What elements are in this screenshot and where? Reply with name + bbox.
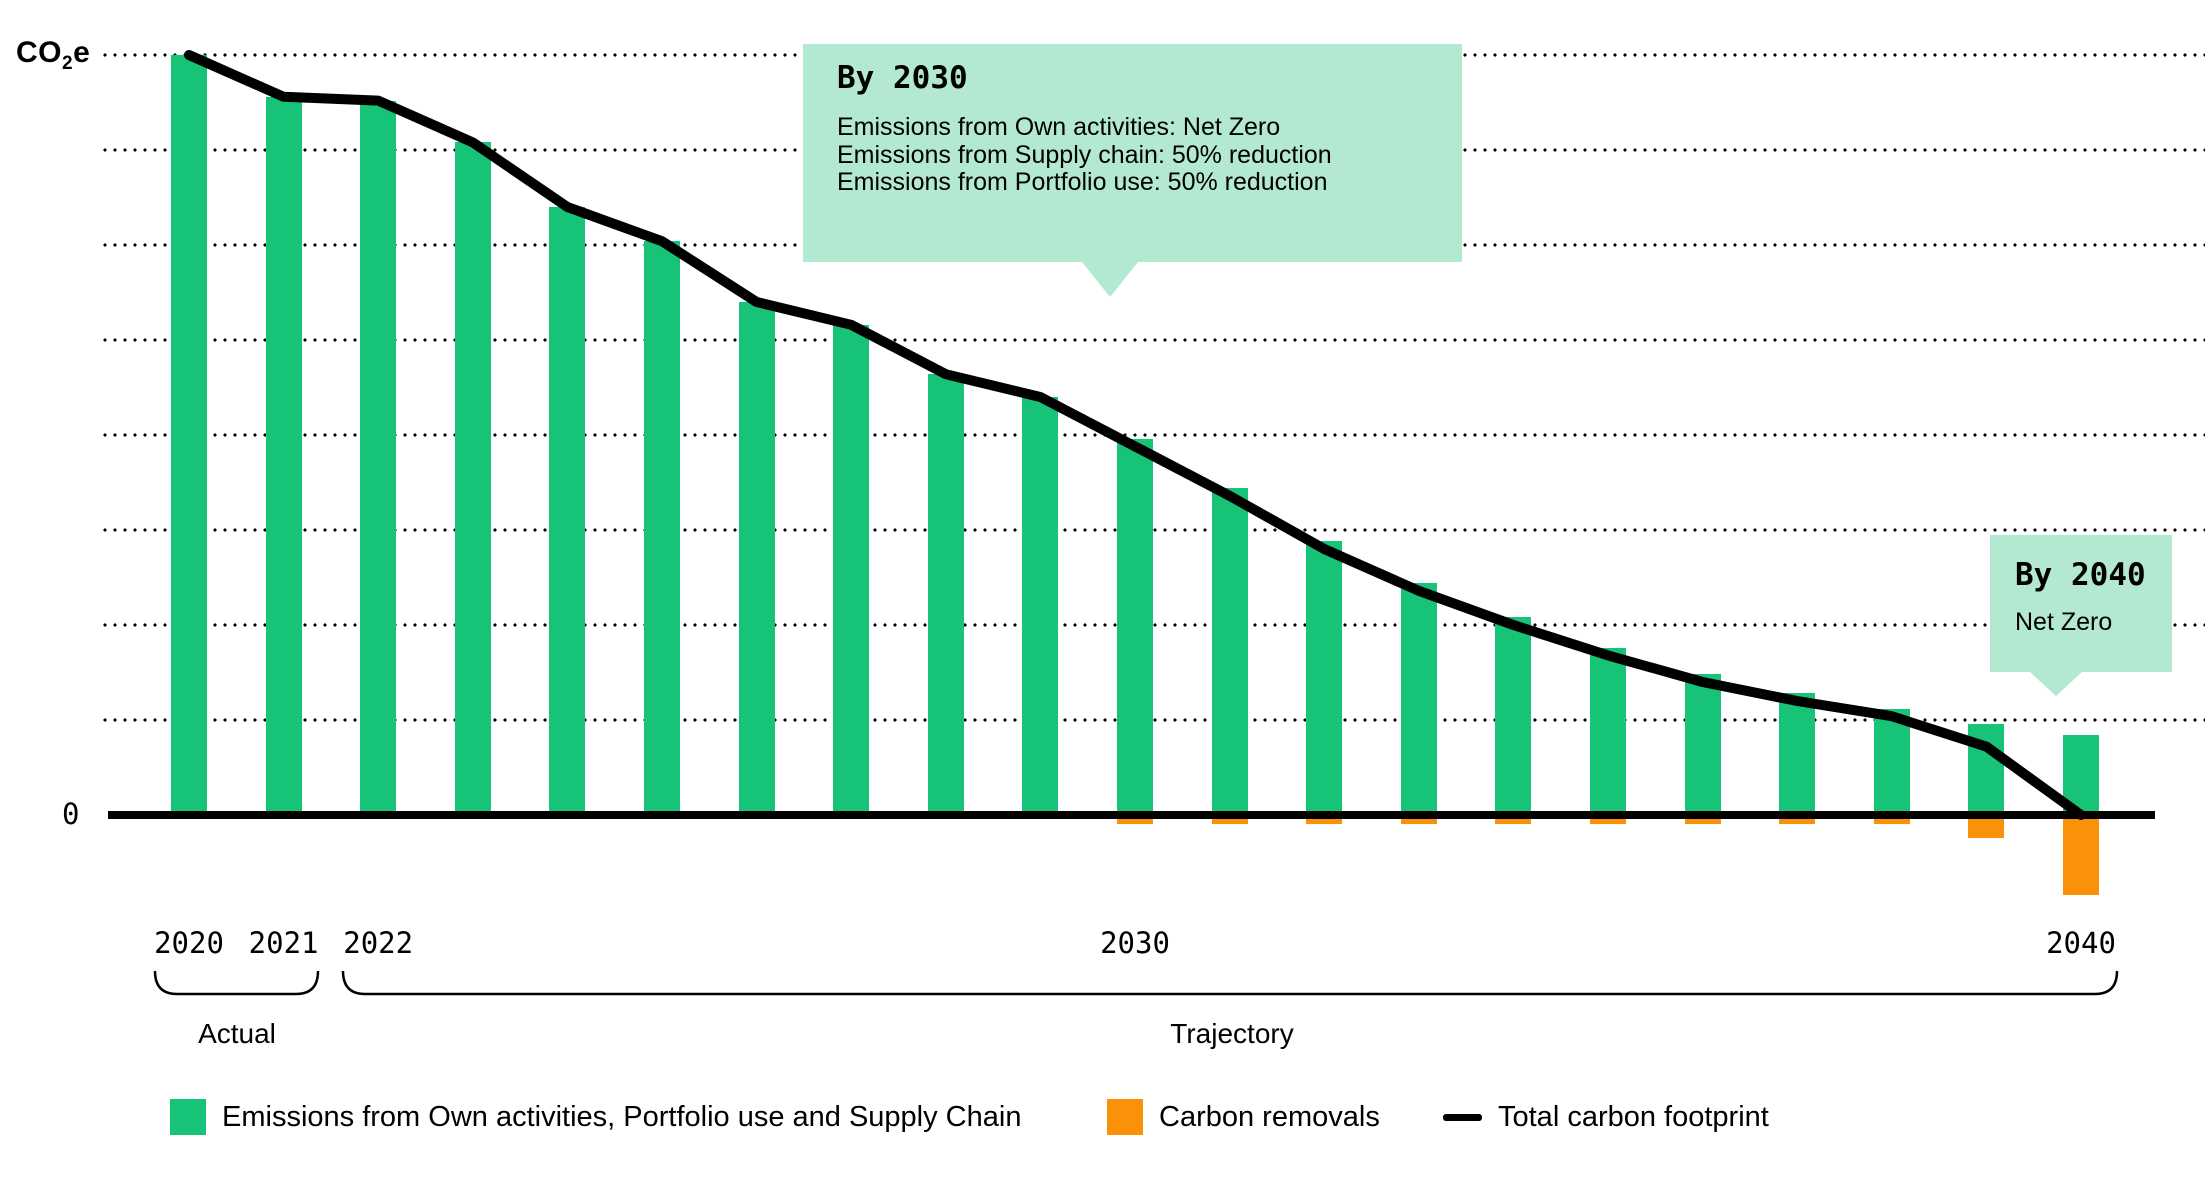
legend-emissions-label: Emissions from Own activities, Portfolio…	[222, 1100, 1022, 1133]
emissions-bar-2026	[738, 302, 775, 815]
y-axis-label: CO2e	[16, 36, 90, 75]
x-axis-label-2040: 2040	[2046, 926, 2116, 960]
callout-by-2030-line-2: Emissions from Supply chain: 50% reducti…	[837, 140, 1332, 169]
removals-bar-2039	[1968, 815, 2005, 838]
y-axis-label-post: e	[73, 36, 91, 69]
actual-bracket	[153, 970, 320, 996]
x-axis-label-2030: 2030	[1100, 926, 1170, 960]
callout-by-2040: By 2040 Net Zero	[1990, 535, 2172, 696]
emissions-bar-2040	[2063, 735, 2099, 815]
legend-item-removals: Carbon removals	[1107, 1099, 1380, 1135]
x-axis-label-2022: 2022	[343, 926, 414, 960]
emissions-bar-2039	[1968, 723, 2005, 815]
gridline	[100, 338, 2205, 342]
callout-by-2030-heading: By 2030	[837, 60, 968, 96]
emissions-bar-2038	[1873, 708, 1910, 815]
y-axis-label-sub: 2	[62, 53, 74, 74]
gridline	[100, 433, 2205, 437]
emissions-bar-2036	[1684, 674, 1721, 815]
total-line-swatch-icon	[1443, 1113, 1482, 1121]
y-axis-label-pre: CO	[16, 36, 62, 69]
x-axis-label-2021: 2021	[248, 926, 319, 960]
removals-bar-2040	[2063, 815, 2099, 895]
emissions-bar-2030	[1117, 438, 1153, 815]
x-axis-zero-line	[108, 811, 2155, 819]
zero-tick-label: 0	[62, 797, 80, 831]
legend-item-emissions: Emissions from Own activities, Portfolio…	[170, 1099, 1021, 1135]
emissions-bar-2020	[171, 55, 207, 815]
emissions-bar-2023	[454, 142, 491, 815]
emissions-bar-2031	[1211, 488, 1248, 815]
callout-by-2030-pointer-icon	[1082, 262, 1138, 297]
callout-by-2030: By 2030 Emissions from Own activities: N…	[803, 44, 1462, 297]
callout-by-2030-line-3: Emissions from Portfolio use: 50% reduct…	[837, 168, 1328, 196]
trajectory-bracket	[341, 970, 2119, 996]
trajectory-group-label: Trajectory	[1170, 1018, 1294, 1049]
removals-swatch-icon	[1107, 1099, 1143, 1135]
emissions-bar-2028	[927, 374, 964, 815]
emissions-bar-2034	[1495, 617, 1532, 815]
legend-removals-label: Carbon removals	[1159, 1100, 1380, 1133]
emissions-bar-2029	[1022, 397, 1059, 815]
emissions-bar-2037	[1779, 693, 1816, 815]
emissions-bar-2033	[1400, 583, 1437, 815]
callout-by-2040-line-1: Net Zero	[2015, 608, 2113, 636]
emissions-bar-2022	[360, 100, 397, 815]
emissions-bar-2032	[1306, 541, 1343, 815]
emissions-swatch-icon	[170, 1099, 206, 1135]
emissions-bar-2021	[265, 96, 302, 815]
x-axis-label-2020: 2020	[154, 926, 224, 960]
legend-item-total-line: Total carbon footprint	[1443, 1099, 1769, 1135]
callout-by-2030-line-1: Emissions from Own activities: Net Zero	[837, 113, 1281, 141]
emissions-bar-2027	[833, 324, 870, 815]
emissions-bar-2024	[549, 207, 586, 815]
actual-group-label: Actual	[198, 1018, 276, 1049]
callout-by-2040-heading: By 2040	[2015, 557, 2146, 593]
emissions-bar-2035	[1590, 647, 1626, 815]
callout-by-2040-pointer-icon	[2030, 672, 2082, 696]
emissions-bar-2025	[644, 241, 680, 815]
legend-total-label: Total carbon footprint	[1498, 1100, 1769, 1133]
